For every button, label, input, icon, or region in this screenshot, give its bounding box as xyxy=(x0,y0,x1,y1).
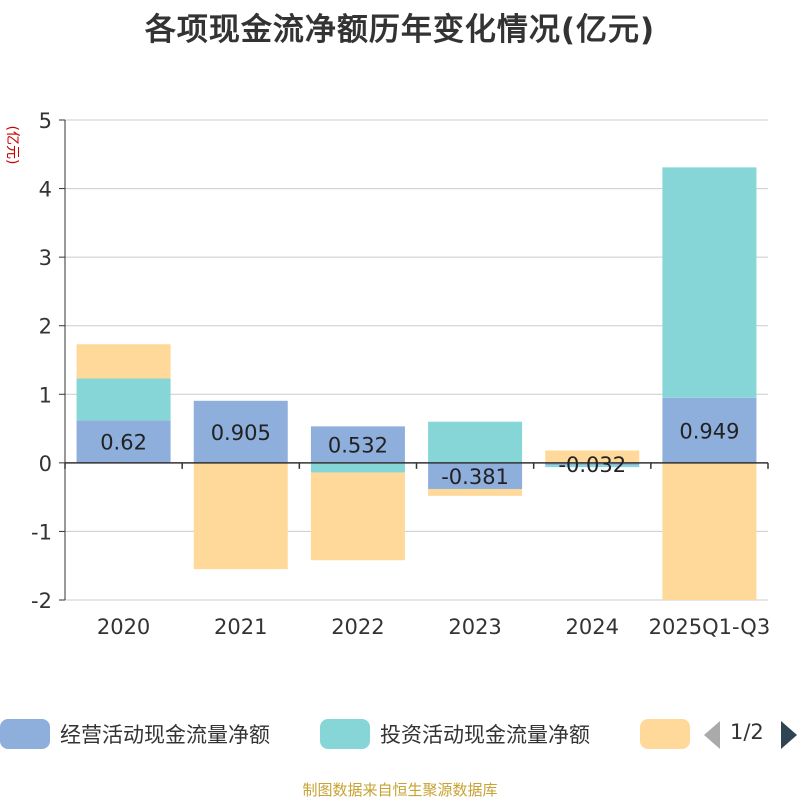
bar-segment-investing xyxy=(310,462,405,473)
bar-segment-financing xyxy=(545,450,640,463)
y-axis-title: (亿元) xyxy=(4,126,20,165)
y-tick-label: -1 xyxy=(31,520,52,544)
data-label: 0.62 xyxy=(100,431,147,455)
pager-next-icon[interactable] xyxy=(781,721,797,749)
data-label: 0.949 xyxy=(679,419,739,443)
bar-segment-investing xyxy=(662,167,757,398)
legend-label-investing: 投资活动现金流量净额 xyxy=(380,723,590,747)
x-tick-label: 2020 xyxy=(97,615,150,639)
legend-item-operating[interactable]: 经营活动现金流量净额 xyxy=(0,716,270,752)
data-label: -0.032 xyxy=(558,453,626,477)
x-tick-label: 2022 xyxy=(331,615,384,639)
legend-swatch-financing xyxy=(640,719,690,749)
bar-segment-operating xyxy=(193,400,288,463)
bar-segment-financing xyxy=(76,344,171,379)
bar-segment-operating xyxy=(662,397,757,463)
bar-segment-financing xyxy=(662,462,757,600)
legend-item-investing[interactable]: 投资活动现金流量净额 xyxy=(320,716,590,752)
y-tick-label: -2 xyxy=(31,589,52,613)
data-label: -0.381 xyxy=(441,465,509,489)
legend-label-operating: 经营活动现金流量净额 xyxy=(60,723,270,747)
bar-segment-operating xyxy=(545,462,640,466)
pager-page-text: 1/2 xyxy=(730,720,764,744)
chart-title: 各项现金流净额历年变化情况(亿元) xyxy=(144,12,656,48)
bar-segment-investing xyxy=(428,421,523,463)
y-tick-label: 1 xyxy=(39,383,52,407)
bar-segment-financing xyxy=(428,488,523,496)
y-tick-label: 0 xyxy=(39,452,52,476)
y-tick-label: 4 xyxy=(39,178,52,202)
pager-prev-icon[interactable] xyxy=(704,721,720,749)
bar-segment-investing xyxy=(76,378,171,421)
source-footer: 制图数据来自恒生聚源数据库 xyxy=(302,781,498,799)
legend-pager: 1/2 xyxy=(700,718,800,752)
bar-segment-financing xyxy=(193,462,288,570)
x-tick-label: 2021 xyxy=(214,615,267,639)
y-tick-label: 5 xyxy=(39,109,52,133)
legend-item-financing[interactable] xyxy=(640,716,690,752)
bar-segment-financing xyxy=(310,472,405,561)
x-tick-label: 2023 xyxy=(448,615,501,639)
y-tick-label: 2 xyxy=(39,315,52,339)
data-label: 0.532 xyxy=(328,434,388,458)
legend-swatch-operating xyxy=(0,719,50,749)
y-tick-label: 3 xyxy=(39,246,52,270)
bar-segment-investing xyxy=(545,465,640,468)
bar-segment-operating xyxy=(76,420,171,463)
x-tick-label: 2024 xyxy=(566,615,619,639)
legend-swatch-investing xyxy=(320,719,370,749)
bar-segment-operating xyxy=(428,462,523,489)
x-tick-label: 2025Q1-Q3 xyxy=(649,615,771,639)
data-label: 0.905 xyxy=(211,421,271,445)
bar-segment-operating xyxy=(310,426,405,463)
